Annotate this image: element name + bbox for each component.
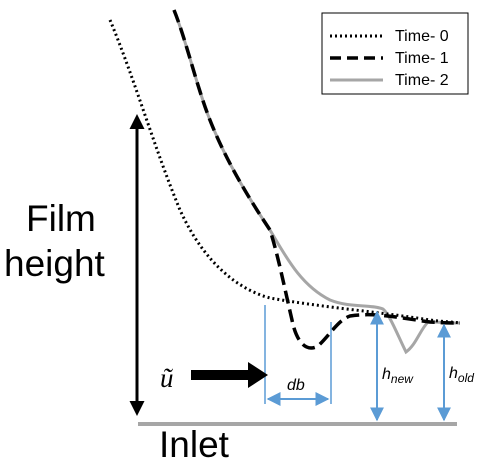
flow-velocity-arrow bbox=[191, 362, 268, 388]
curve-time-2 bbox=[172, 9, 461, 355]
curve-time-1 bbox=[172, 9, 461, 350]
velocity-symbol: ũ bbox=[160, 363, 174, 393]
h-old-label: hold bbox=[449, 365, 474, 385]
legend: Time- 0 Time- 1 Time- 2 bbox=[321, 12, 469, 95]
height-label: height bbox=[4, 243, 106, 284]
inlet-label: Inlet bbox=[159, 424, 230, 460]
h-new-label: hnew bbox=[382, 366, 414, 386]
legend-label-time-2: Time- 2 bbox=[395, 72, 449, 89]
film-label: Film bbox=[26, 198, 96, 239]
db-label: db bbox=[287, 377, 305, 394]
legend-label-time-0: Time- 0 bbox=[395, 28, 449, 45]
legend-label-time-1: Time- 1 bbox=[395, 50, 449, 67]
curve-time-0 bbox=[108, 19, 461, 325]
